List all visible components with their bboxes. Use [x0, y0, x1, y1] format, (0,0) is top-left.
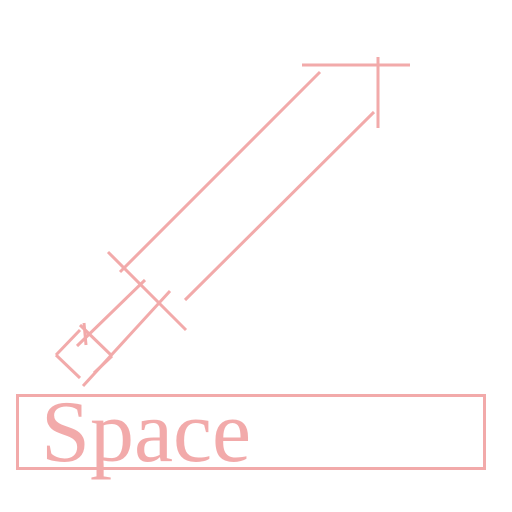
- rocket-nozzle-cross: [82, 322, 88, 346]
- label-box: Space: [16, 389, 486, 477]
- rocket-nozzle-edge: [54, 353, 82, 380]
- rocket-exhaust-line: [75, 278, 147, 348]
- space-label: Space: [41, 384, 252, 481]
- rocket-body-edge: [183, 110, 376, 302]
- rocket-body-edge: [118, 70, 322, 274]
- rocket-nozzle-edge: [92, 354, 114, 375]
- rocket-fin-line: [106, 250, 188, 332]
- rocket-nozzle-edge: [54, 328, 82, 357]
